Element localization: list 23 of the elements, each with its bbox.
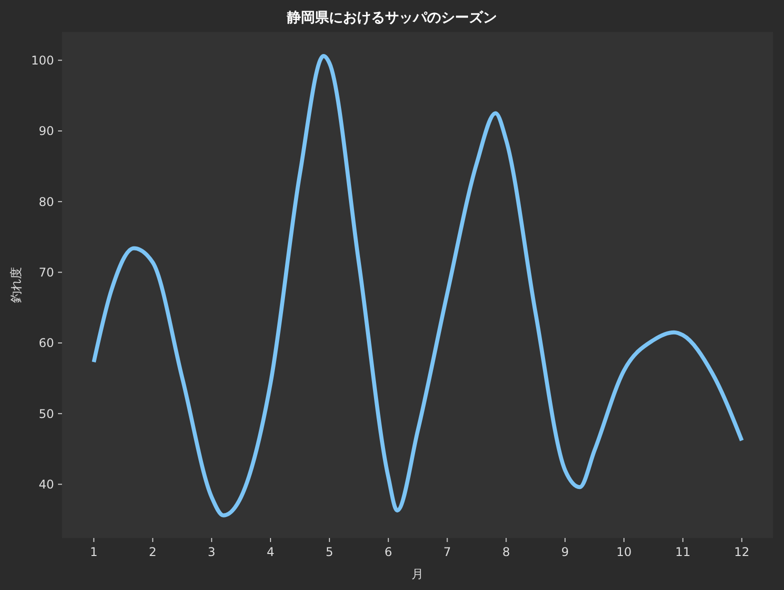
y-tick-label: 60 — [38, 336, 54, 350]
line-series — [92, 54, 744, 518]
x-tick-label: 4 — [266, 545, 274, 559]
x-tick-label: 2 — [148, 545, 157, 559]
x-tick-label: 3 — [208, 545, 216, 559]
x-tick-label: 6 — [384, 545, 392, 559]
y-tick-label: 50 — [38, 406, 54, 421]
x-tick-label: 5 — [326, 545, 334, 559]
x-tick-label: 11 — [675, 545, 691, 559]
y-tick-label: 70 — [38, 265, 54, 280]
x-tick-label: 1 — [90, 545, 98, 559]
x-tick-label: 12 — [734, 545, 750, 559]
y-tick-label: 100 — [31, 53, 54, 68]
x-tick-label: 10 — [616, 545, 632, 559]
y-tick-label: 40 — [38, 477, 54, 492]
x-tick-label: 7 — [443, 545, 452, 559]
y-tick-label: 80 — [38, 194, 54, 209]
chart-title: 静岡県におけるサッパのシーズン — [286, 10, 497, 26]
x-tick-label: 9 — [561, 545, 569, 559]
x-tick-label: 8 — [502, 545, 510, 559]
y-tick-label: 90 — [38, 124, 54, 138]
x-axis-title: 月 — [412, 567, 424, 581]
y-axis-title: 釣れ度 — [9, 267, 23, 303]
